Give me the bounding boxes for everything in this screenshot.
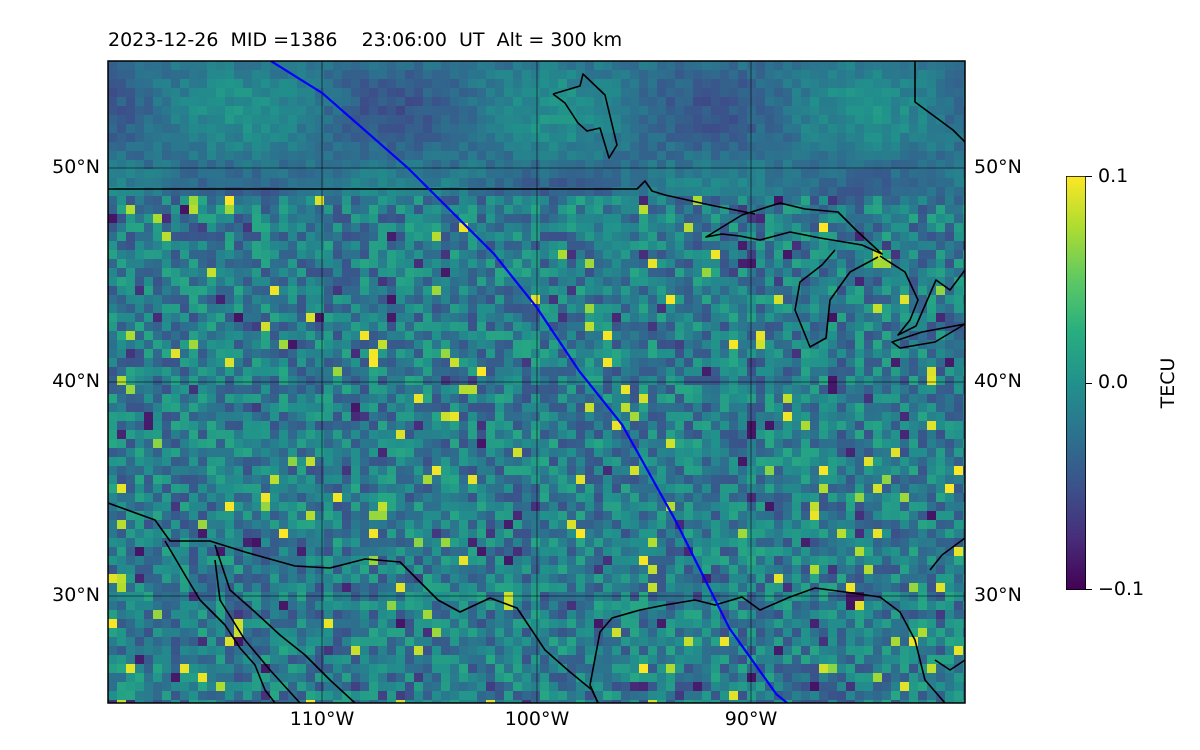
map-title: 2023-12-26 MID =1386 23:06:00 UT Alt = 3…	[108, 29, 623, 51]
coastlines	[108, 61, 965, 703]
mexico-west-coast	[214, 544, 356, 703]
colorbar-label-min: −0.1	[1098, 578, 1145, 600]
baja-peninsula	[214, 559, 301, 703]
border-us-canada	[108, 180, 756, 215]
colorbar-title: TECU	[1157, 357, 1179, 409]
baja-coast	[164, 540, 276, 703]
gridlines	[108, 61, 965, 703]
satellite-track	[270, 61, 788, 703]
florida-coast	[929, 537, 965, 571]
lake-huron	[879, 255, 965, 336]
hudson-bay-island	[552, 73, 618, 159]
colorbar-tick-mid	[1086, 383, 1092, 384]
lon-label-110w: 110°W	[289, 708, 355, 730]
colorbar-tick-max	[1086, 176, 1092, 177]
lake-superior	[705, 202, 883, 255]
lat-label-50-right: 50°N	[974, 156, 1022, 178]
canada-coast	[914, 61, 965, 143]
lon-label-90w: 90°W	[724, 708, 778, 730]
lat-label-50-left: 50°N	[52, 156, 100, 178]
lat-label-30-left: 30°N	[52, 584, 100, 606]
map-frame	[107, 60, 966, 704]
lat-label-40-right: 40°N	[974, 370, 1022, 392]
florida-keys	[934, 659, 965, 671]
colorbar-label-mid: 0.0	[1098, 371, 1129, 393]
lon-label-100w: 100°W	[504, 708, 570, 730]
colorbar-label-max: 0.1	[1098, 165, 1129, 187]
colorbar-tick-min	[1086, 589, 1092, 590]
colorbar	[1066, 176, 1086, 590]
lat-label-30-right: 30°N	[974, 584, 1022, 606]
gulf-coast-texas	[108, 502, 599, 703]
lake-michigan	[794, 249, 879, 348]
lake-erie	[891, 323, 965, 349]
tec-heatmap	[108, 61, 965, 703]
lat-label-40-left: 40°N	[52, 370, 100, 392]
